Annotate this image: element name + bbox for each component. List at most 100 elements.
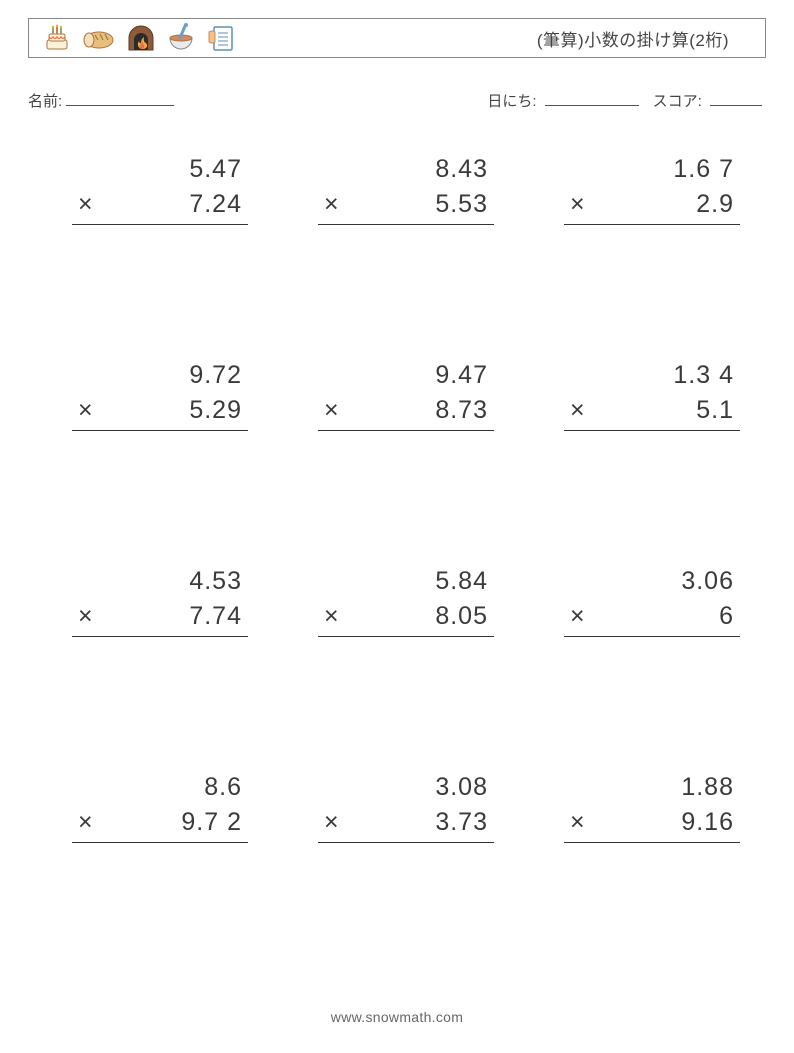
operand-a: 9.72	[98, 359, 242, 392]
operator: ×	[570, 188, 590, 221]
operand-b: 5.1	[590, 394, 734, 427]
operand-a: 5.84	[344, 565, 488, 598]
problem: 8.6×9.7 2	[72, 771, 248, 843]
problem: 9.47×8.73	[318, 359, 494, 431]
problem-rule	[72, 430, 248, 431]
problem-row-b: ×5.29	[72, 394, 248, 429]
problem: 8.43×5.53	[318, 153, 494, 225]
problem-row-a: 1.88	[564, 771, 740, 806]
footer-url: www.snowmath.com	[0, 1009, 794, 1025]
meta-score: スコア:	[653, 90, 762, 111]
problem-row-b: ×9.7 2	[72, 806, 248, 841]
problem-row-b: ×7.74	[72, 600, 248, 635]
problem-rule	[564, 842, 740, 843]
score-blank[interactable]	[710, 91, 762, 106]
problem-row-a: 1.3 4	[564, 359, 740, 394]
problem-row-a: 5.47	[72, 153, 248, 188]
problem-row-b: ×9.16	[564, 806, 740, 841]
worksheet-page: (筆算)小数の掛け算(2桁) 名前: 日にち: スコア: 5.47×7.248.…	[0, 0, 794, 1053]
operand-b: 7.24	[98, 188, 242, 221]
operand-b: 9.16	[590, 806, 734, 839]
worksheet-title: (筆算)小数の掛け算(2桁)	[537, 26, 753, 51]
problem-row-b: ×5.53	[318, 188, 494, 223]
operand-b: 5.29	[98, 394, 242, 427]
meta-row: 名前: 日にち: スコア:	[28, 90, 766, 111]
problem-row-b: ×7.24	[72, 188, 248, 223]
operator: ×	[324, 806, 344, 839]
operand-a: 9.47	[344, 359, 488, 392]
operand-a: 1.3 4	[590, 359, 734, 392]
problem: 3.08×3.73	[318, 771, 494, 843]
operand-b: 8.73	[344, 394, 488, 427]
operand-a: 4.53	[98, 565, 242, 598]
date-label: 日にち:	[487, 93, 536, 110]
operand-b: 9.7 2	[98, 806, 242, 839]
operand-b: 7.74	[98, 600, 242, 633]
problem-rule	[318, 636, 494, 637]
problem-rule	[318, 224, 494, 225]
problems-grid: 5.47×7.248.43×5.531.6 7×2.99.72×5.299.47…	[28, 153, 766, 843]
problem-row-a: 5.84	[318, 565, 494, 600]
score-label: スコア:	[653, 93, 702, 110]
problem-rule	[564, 636, 740, 637]
problem-row-a: 9.72	[72, 359, 248, 394]
problem-row-b: ×6	[564, 600, 740, 635]
problem: 1.88×9.16	[564, 771, 740, 843]
operand-b: 3.73	[344, 806, 488, 839]
operator: ×	[78, 394, 98, 427]
operand-b: 8.05	[344, 600, 488, 633]
clipboard-icon	[205, 22, 237, 54]
problem-rule	[72, 224, 248, 225]
problem-row-b: ×2.9	[564, 188, 740, 223]
operator: ×	[78, 806, 98, 839]
bread-icon	[81, 22, 117, 54]
operator: ×	[78, 600, 98, 633]
problem-row-a: 4.53	[72, 565, 248, 600]
operand-b: 5.53	[344, 188, 488, 221]
operand-a: 1.88	[590, 771, 734, 804]
problem: 5.84×8.05	[318, 565, 494, 637]
problem-rule	[72, 636, 248, 637]
cake-icon	[41, 22, 73, 54]
problem: 9.72×5.29	[72, 359, 248, 431]
problem: 1.3 4×5.1	[564, 359, 740, 431]
problem: 4.53×7.74	[72, 565, 248, 637]
name-blank[interactable]	[66, 91, 174, 106]
problem-row-a: 3.08	[318, 771, 494, 806]
problem-rule	[318, 430, 494, 431]
problem-rule	[564, 430, 740, 431]
problem-row-b: ×5.1	[564, 394, 740, 429]
operand-b: 6	[590, 600, 734, 633]
problem-row-a: 8.6	[72, 771, 248, 806]
problem-row-a: 8.43	[318, 153, 494, 188]
operand-a: 8.6	[98, 771, 242, 804]
problem-rule	[72, 842, 248, 843]
problem-rule	[564, 224, 740, 225]
problem-row-b: ×8.05	[318, 600, 494, 635]
meta-name: 名前:	[28, 90, 174, 111]
operand-b: 2.9	[590, 188, 734, 221]
operator: ×	[324, 394, 344, 427]
operator: ×	[570, 806, 590, 839]
problem-row-b: ×3.73	[318, 806, 494, 841]
header-icons	[41, 22, 237, 54]
date-blank[interactable]	[545, 91, 639, 106]
problem: 3.06×6	[564, 565, 740, 637]
bowl-icon	[165, 22, 197, 54]
fireplace-icon	[125, 22, 157, 54]
operand-a: 1.6 7	[590, 153, 734, 186]
operand-a: 3.08	[344, 771, 488, 804]
operator: ×	[78, 188, 98, 221]
operator: ×	[570, 394, 590, 427]
problem-row-a: 3.06	[564, 565, 740, 600]
problem: 5.47×7.24	[72, 153, 248, 225]
problem-rule	[318, 842, 494, 843]
problem: 1.6 7×2.9	[564, 153, 740, 225]
problem-row-b: ×8.73	[318, 394, 494, 429]
problem-row-a: 1.6 7	[564, 153, 740, 188]
header-box: (筆算)小数の掛け算(2桁)	[28, 18, 766, 58]
problem-row-a: 9.47	[318, 359, 494, 394]
operator: ×	[324, 188, 344, 221]
meta-date: 日にち:	[487, 90, 638, 111]
operator: ×	[324, 600, 344, 633]
